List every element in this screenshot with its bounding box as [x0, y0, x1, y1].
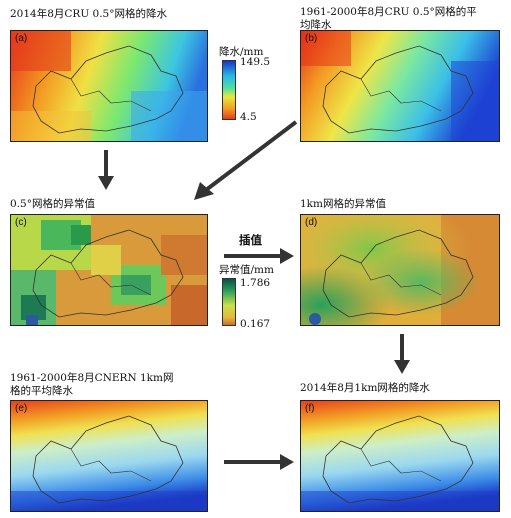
down-arrow-d-to-f [394, 334, 410, 374]
map-panel-b: (b) [300, 30, 500, 142]
precip-legend-title: 降水/mm [219, 46, 264, 58]
anomaly-colorbar [222, 278, 236, 326]
precip-map-f [301, 401, 499, 511]
precip-map-e [11, 401, 207, 511]
panel-label-a: (a) [15, 33, 28, 44]
diagonal-arrow-b-to-c [194, 120, 298, 200]
interpolation-label: 插值 [239, 233, 262, 247]
anomaly-map-c [11, 215, 207, 325]
right-arrow-e-to-f [224, 454, 294, 470]
caption-d: 1km网格的异常值 [300, 198, 386, 210]
caption-f: 2014年8月1km网格的降水 [300, 382, 430, 394]
panel-label-c: (c) [15, 217, 27, 228]
anomaly-legend-title: 异常值/mm [219, 264, 274, 276]
panel-label-f: (f) [305, 403, 315, 414]
right-arrow-c-to-d [224, 248, 294, 264]
map-panel-d: (d) [300, 214, 500, 326]
caption-b: 1961-2000年8月CRU 0.5°网格的平 均降水 [300, 6, 477, 31]
down-arrow-a-to-c [98, 150, 114, 190]
precip-legend-max: 149.5 [240, 56, 271, 68]
precip-map-a [11, 31, 207, 141]
map-panel-a: (a) [10, 30, 208, 142]
map-panel-e: (e) [10, 400, 208, 512]
anomaly-legend-max: 1.786 [240, 277, 271, 289]
panel-label-d: (d) [305, 217, 318, 228]
panel-label-e: (e) [15, 403, 28, 414]
anomaly-legend-min: 0.167 [240, 318, 271, 330]
caption-c: 0.5°网格的异常值 [10, 198, 95, 210]
anomaly-map-d [301, 215, 499, 325]
precip-legend-min: 4.5 [240, 111, 257, 123]
caption-e: 1961-2000年8月CNERN 1km网 格的平均降水 [10, 372, 174, 397]
panel-label-b: (b) [305, 33, 318, 44]
map-panel-f: (f) [300, 400, 500, 512]
map-panel-c: (c) [10, 214, 208, 326]
precip-map-b [301, 31, 499, 141]
precip-colorbar [222, 60, 236, 120]
caption-a: 2014年8月CRU 0.5°网格的降水 [10, 8, 167, 20]
